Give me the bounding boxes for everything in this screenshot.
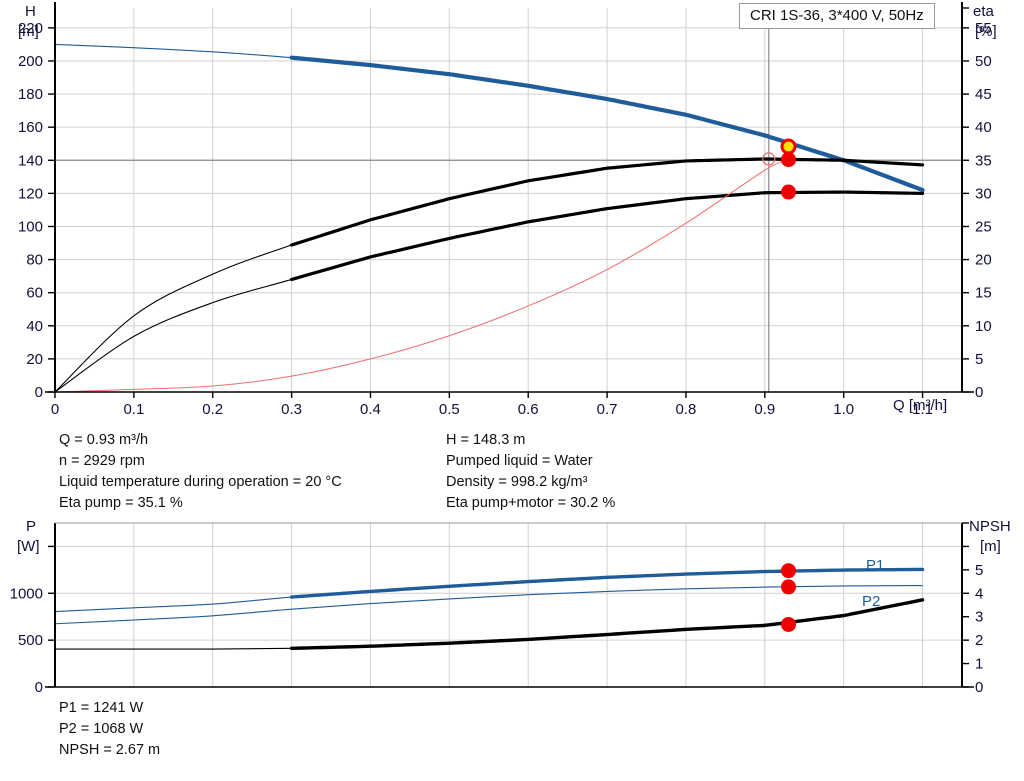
x-tick-label: 1.0 bbox=[833, 401, 854, 418]
y-tick-label: 120 bbox=[18, 185, 43, 202]
y2-tick-label: 3 bbox=[975, 609, 983, 626]
y2-tick-label: 5 bbox=[975, 351, 983, 368]
y-tick-label: 60 bbox=[26, 285, 43, 302]
curve-bold-p1 bbox=[289, 567, 925, 599]
curve-power-red- bbox=[54, 159, 789, 393]
x-tick-label: 0.8 bbox=[676, 401, 697, 418]
x-tick-label: 0.6 bbox=[518, 401, 539, 418]
y2-tick-label: 25 bbox=[975, 218, 992, 235]
x-tick-label: 1.1 bbox=[912, 401, 933, 418]
info-right-line-0: H = 148.3 m bbox=[446, 432, 526, 448]
y-tick-label: 180 bbox=[18, 86, 43, 103]
y2-tick-label: 1 bbox=[975, 656, 983, 673]
x-tick-label: 0.3 bbox=[281, 401, 302, 418]
y2-tick-label: 4 bbox=[975, 585, 983, 602]
curve-bold-h-head-curve bbox=[289, 55, 925, 193]
bottom-y2-axis-title-line2: [m] bbox=[980, 538, 1001, 555]
y-tick-label: 200 bbox=[18, 53, 43, 70]
y2-tick-label: 30 bbox=[975, 185, 992, 202]
top-y-axis-title-line1: H bbox=[25, 3, 36, 20]
y-tick-label: 220 bbox=[18, 20, 43, 37]
top-y2-axis-title-line1: eta bbox=[973, 3, 994, 20]
y-tick-label: 40 bbox=[26, 318, 43, 335]
duty-point-p1 bbox=[780, 563, 796, 579]
x-tick-label: 0.9 bbox=[754, 401, 775, 418]
bottom-y-axis-title-line2: [W] bbox=[17, 538, 40, 555]
y-tick-label: 140 bbox=[18, 152, 43, 169]
y-tick-label: 100 bbox=[18, 218, 43, 235]
duty-point-p2 bbox=[780, 579, 796, 595]
info-left-line-0: Q = 0.93 m³/h bbox=[59, 432, 149, 448]
info-left-line-3: Eta pump = 35.1 % bbox=[59, 495, 183, 511]
y-tick-label: 20 bbox=[26, 351, 43, 368]
info-left-line-2: Liquid temperature during operation = 20… bbox=[59, 474, 342, 490]
bottom-y2-axis-title-line1: NPSH bbox=[969, 518, 1011, 535]
x-tick-label: 0.4 bbox=[360, 401, 381, 418]
y-tick-label: 0 bbox=[35, 384, 43, 401]
y-tick-label: 160 bbox=[18, 119, 43, 136]
bottom-y-axis-title-line1: P bbox=[26, 518, 37, 535]
y2-tick-label: 50 bbox=[975, 53, 992, 70]
x-tick-label: 0.1 bbox=[123, 401, 144, 418]
info-right-line-2: Density = 998.2 kg/m³ bbox=[446, 474, 588, 490]
y2-tick-label: 0 bbox=[975, 384, 983, 401]
y2-tick-label: 35 bbox=[975, 152, 992, 169]
top-x-axis-title: Q [m³/h] bbox=[893, 397, 948, 414]
duty-point-eta-pump-motor bbox=[780, 184, 796, 200]
info-right-line-3: Eta pump+motor = 30.2 % bbox=[446, 495, 616, 511]
y2-tick-label: 40 bbox=[975, 119, 992, 136]
top-y2-axis-title-line2: [%] bbox=[975, 23, 997, 40]
x-tick-label: 0.2 bbox=[202, 401, 223, 418]
y2-tick-label: 2 bbox=[975, 632, 983, 649]
y-tick-label: 0 bbox=[35, 679, 43, 696]
chart-title-box: CRI 1S-36, 3*400 V, 50Hz bbox=[739, 3, 935, 29]
series-label-p1: P1 bbox=[866, 557, 885, 574]
bep-open-circle bbox=[762, 152, 776, 166]
top-y-axis-title-line2: [m] bbox=[18, 23, 39, 40]
y2-tick-label: 5 bbox=[975, 562, 983, 579]
y-tick-label: 1000 bbox=[10, 585, 43, 602]
curve-bold-eta-pump bbox=[290, 157, 925, 247]
info-bottom-line-1: P2 = 1068 W bbox=[59, 721, 144, 737]
y-tick-label: 80 bbox=[26, 252, 43, 269]
y2-tick-label: 15 bbox=[975, 285, 992, 302]
info-left-line-1: n = 2929 rpm bbox=[59, 453, 145, 469]
curve-p2 bbox=[54, 585, 923, 625]
info-bottom-line-2: NPSH = 2.67 m bbox=[59, 742, 161, 758]
duty-point-eta-pump bbox=[780, 152, 796, 168]
y2-tick-label: 55 bbox=[975, 20, 992, 37]
series-label-p2: P2 bbox=[862, 593, 881, 610]
y-tick-label: 500 bbox=[18, 632, 43, 649]
y2-tick-label: 45 bbox=[975, 86, 992, 103]
x-tick-label: 0.7 bbox=[597, 401, 618, 418]
curve-bold-eta-pump-motor bbox=[290, 190, 925, 282]
duty-point-head-inner bbox=[783, 141, 794, 152]
info-right-line-1: Pumped liquid = Water bbox=[446, 453, 593, 469]
duty-point-npsh bbox=[780, 616, 796, 632]
x-tick-label: 0 bbox=[51, 401, 59, 418]
y2-tick-label: 0 bbox=[975, 679, 983, 696]
y2-tick-label: 10 bbox=[975, 318, 992, 335]
x-tick-label: 0.5 bbox=[439, 401, 460, 418]
curve-bold-npsh bbox=[289, 598, 925, 651]
y2-tick-label: 20 bbox=[975, 252, 992, 269]
info-bottom-line-0: P1 = 1241 W bbox=[59, 700, 144, 716]
